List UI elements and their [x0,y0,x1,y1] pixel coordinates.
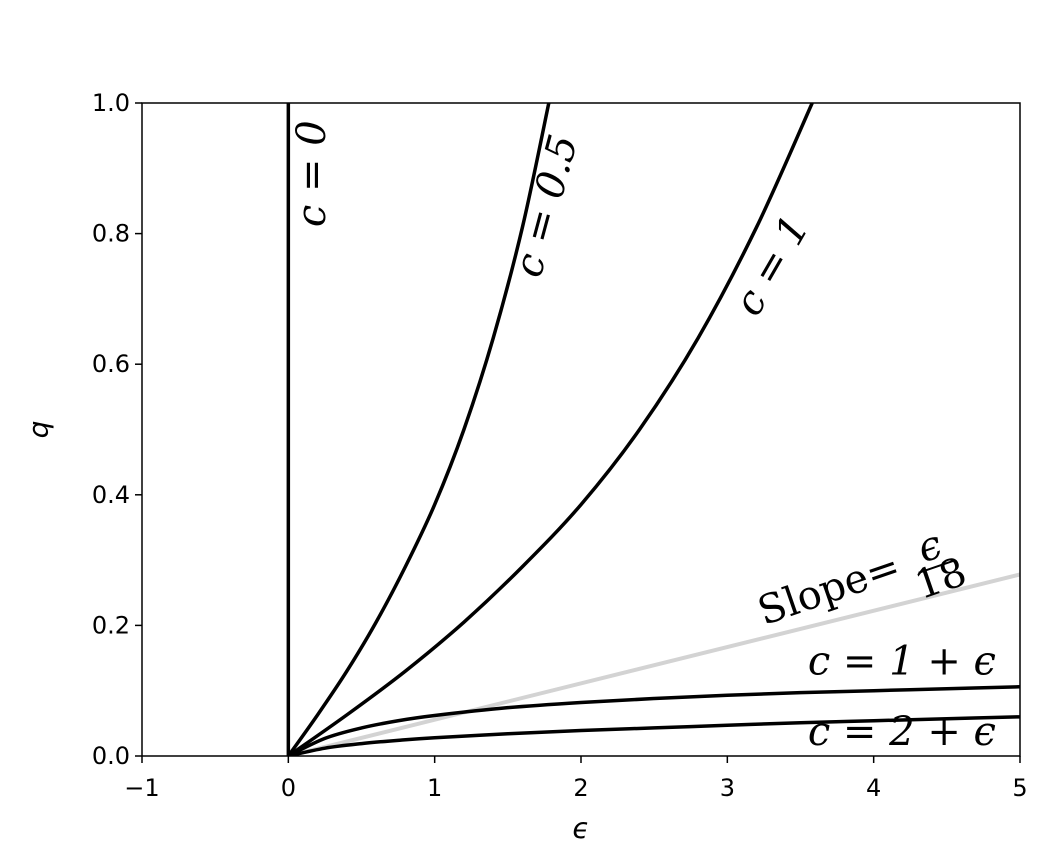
curve-label: c = 1 + ϵ [808,638,996,684]
y-tick-label: 0.6 [92,350,130,378]
series-line-1 [287,572,1020,756]
x-tick-label: 5 [1012,774,1027,802]
series-layer [286,103,1020,756]
y-tick-label: 0.2 [92,611,130,639]
curve-label: c = 2 + ϵ [808,709,996,755]
y-tick-label: 0.8 [92,220,130,248]
fraction-bar [918,559,955,574]
x-tick-label: 0 [281,774,296,802]
series-line-5 [287,685,1020,756]
y-tick-label: 0.4 [92,481,130,509]
x-axis: −1 0 1 2 3 4 5 [124,756,1028,802]
x-tick-label: 3 [720,774,735,802]
y-tick-label: 0.0 [92,742,130,770]
series-line-4 [287,103,814,756]
x-tick-label: 2 [573,774,588,802]
x-tick-label: −1 [124,774,159,802]
x-tick-label: 4 [866,774,881,802]
x-tick-label: 1 [427,774,442,802]
series-line-3 [286,103,551,756]
x-axis-label: ϵ [572,812,589,845]
y-axis: 0.0 0.2 0.4 0.6 0.8 1.0 [92,89,142,770]
y-axis-label: q [22,421,55,439]
y-tick-label: 1.0 [92,89,130,117]
curve-label: c = 0 [289,120,335,227]
series-line-6 [287,715,1020,756]
